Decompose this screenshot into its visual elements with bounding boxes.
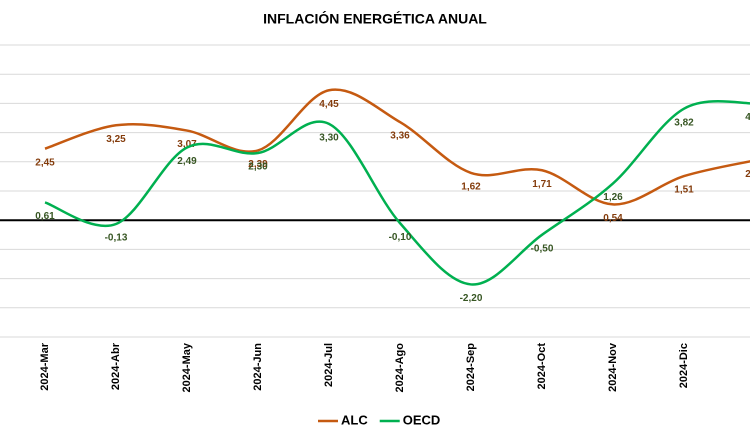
x-tick-label: 2024-Abr: [110, 342, 122, 390]
data-label: 3,07: [177, 139, 197, 150]
series-line: [44, 88, 750, 206]
data-label: 1,62: [461, 182, 481, 193]
x-tick-label: 2024-Nov: [607, 342, 619, 392]
x-tick-label: 2024-Sep: [465, 343, 477, 392]
data-label: 3,36: [390, 131, 410, 142]
x-tick-label: 2024-Jul: [323, 343, 335, 387]
x-tick-label: 2024-Dic: [678, 343, 690, 388]
series-line: [44, 100, 750, 286]
x-tick-label: 2024-Oct: [536, 343, 548, 390]
x-tick-label: 2024-Jun: [252, 343, 264, 391]
x-tick-label: 2024-May: [181, 342, 193, 392]
data-label: 2,39: [248, 159, 268, 170]
data-label: -0,50: [531, 243, 554, 254]
data-label: 3,82: [674, 117, 694, 128]
data-label: 1,71: [532, 179, 552, 190]
data-label: 2,30: [248, 162, 268, 173]
data-label: 1,26: [603, 192, 623, 203]
data-label: 4,45: [319, 99, 339, 110]
data-label: -2,20: [460, 293, 483, 304]
data-label: -0,10: [389, 232, 412, 243]
data-label: 4,00: [745, 112, 750, 123]
data-label: 0,61: [35, 211, 55, 222]
data-label: -0,13: [105, 233, 128, 244]
x-tick-label: 2024-Mar: [39, 342, 51, 390]
data-label: 3,25: [106, 134, 126, 145]
x-tick-label: 2024-Ago: [394, 343, 406, 393]
data-label: 1,51: [674, 185, 694, 196]
data-label: 2,45: [35, 157, 55, 168]
data-label: 2,49: [177, 156, 197, 167]
legend-label: ALC: [341, 412, 368, 427]
data-label: 3,30: [319, 132, 339, 143]
legend-label: OECD: [403, 412, 441, 427]
chart-title: INFLACIÓN ENERGÉTICA ANUAL: [263, 10, 487, 27]
data-label: 0,54: [603, 213, 623, 224]
data-label: 2,05: [745, 169, 750, 180]
